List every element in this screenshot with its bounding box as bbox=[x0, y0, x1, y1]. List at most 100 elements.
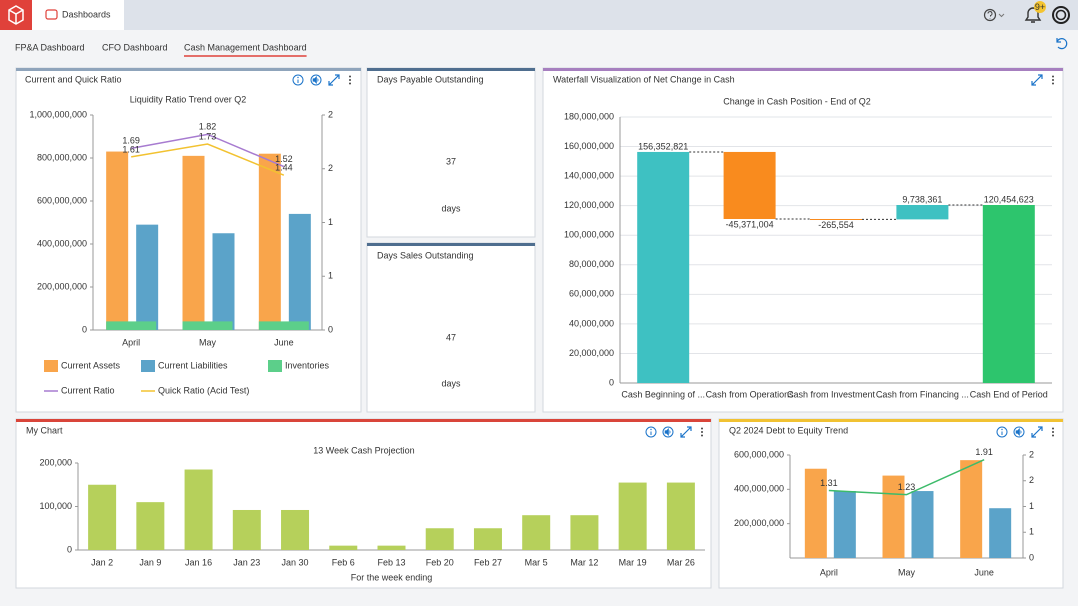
widget-info-icon[interactable] bbox=[645, 426, 657, 438]
data-label: 1.82 bbox=[199, 122, 217, 132]
notification-bell[interactable] bbox=[1024, 7, 1042, 23]
notification-badge bbox=[1034, 1, 1046, 13]
widget-info-icon[interactable] bbox=[292, 74, 304, 86]
app-tab[interactable] bbox=[32, 0, 124, 30]
y2-tick-label: 1 bbox=[1029, 501, 1034, 511]
y-tick-label: 800,000,000 bbox=[37, 152, 87, 162]
icon-shape bbox=[310, 74, 322, 86]
help-icon[interactable] bbox=[983, 8, 997, 22]
widget-menu-icon[interactable] bbox=[701, 427, 703, 437]
icon-shape bbox=[349, 75, 351, 78]
widget-expand-icon[interactable] bbox=[1031, 426, 1043, 438]
x-tick-label: Feb 27 bbox=[474, 557, 502, 567]
y-tick-label: 0 bbox=[67, 544, 72, 554]
refresh-icon[interactable] bbox=[1056, 38, 1068, 50]
widget-expand-icon[interactable] bbox=[1031, 74, 1043, 86]
y2-tick-label: 2 bbox=[328, 109, 333, 119]
widget-expand-icon[interactable] bbox=[680, 426, 692, 438]
line-series bbox=[131, 143, 285, 176]
widget-title: Current and Quick Ratio bbox=[25, 74, 122, 84]
data-label: 1.31 bbox=[820, 478, 838, 488]
widget-panel bbox=[15, 418, 712, 589]
data-label: 1.52 bbox=[275, 154, 293, 164]
data-label: -45,371,004 bbox=[726, 219, 774, 229]
x-tick-label: Feb 13 bbox=[377, 557, 405, 567]
bar bbox=[989, 508, 1012, 558]
x-tick-label: April bbox=[820, 567, 838, 577]
bar bbox=[522, 515, 551, 550]
chart-title: Change in Cash Position - End of Q2 bbox=[723, 96, 871, 106]
data-label: 9,738,361 bbox=[902, 194, 942, 204]
icon-shape bbox=[1052, 427, 1054, 430]
bar bbox=[182, 321, 233, 330]
widget-audio-icon[interactable] bbox=[662, 426, 674, 438]
waterfall-bar bbox=[982, 204, 1035, 383]
line-series bbox=[131, 133, 285, 168]
y2-tick-label: 0 bbox=[1029, 552, 1034, 562]
legend-label: Current Assets bbox=[61, 360, 121, 370]
x-tick-label: Cash from Operations bbox=[706, 389, 795, 399]
widget-accent bbox=[543, 68, 1063, 71]
widget-accent bbox=[367, 68, 535, 71]
help-glyph bbox=[987, 11, 993, 19]
icon-shape bbox=[1052, 75, 1054, 78]
widget-title: Days Payable Outstanding bbox=[377, 74, 484, 84]
dashboard-tab[interactable]: CFO Dashboard bbox=[102, 42, 168, 52]
widget-accent bbox=[367, 243, 535, 246]
x-axis-title: For the week ending bbox=[351, 572, 433, 582]
dashboard-tab[interactable]: FP&A Dashboard bbox=[15, 42, 85, 52]
bar bbox=[377, 545, 406, 550]
y2-tick-label: 1 bbox=[1029, 527, 1034, 537]
dashboard-tab[interactable]: Cash Management Dashboard bbox=[184, 42, 307, 52]
widget-audio-icon[interactable] bbox=[1013, 426, 1025, 438]
y-tick-label: 160,000,000 bbox=[564, 141, 614, 151]
logo-glyph bbox=[8, 5, 24, 25]
legend-label: Current Liabilities bbox=[158, 360, 228, 370]
y2-tick-label: 1 bbox=[328, 271, 333, 281]
y-tick-label: 100,000,000 bbox=[564, 230, 614, 240]
widget-accent bbox=[16, 419, 711, 422]
data-label: 1.61 bbox=[122, 144, 140, 154]
chart-title: 13 Week Cash Projection bbox=[313, 445, 414, 455]
data-label: 1.23 bbox=[898, 482, 916, 492]
widget-info-icon[interactable] bbox=[996, 426, 1008, 438]
legend-label: Quick Ratio (Acid Test) bbox=[158, 385, 249, 395]
widget-expand-icon[interactable] bbox=[328, 74, 340, 86]
x-tick-label: Feb 6 bbox=[332, 557, 355, 567]
widget-panel bbox=[366, 67, 536, 238]
y-tick-label: 600,000,000 bbox=[734, 449, 784, 459]
x-tick-label: Jan 9 bbox=[139, 557, 161, 567]
user-avatar[interactable] bbox=[1052, 6, 1070, 24]
notification-count: 9+ bbox=[1035, 2, 1045, 12]
line-series bbox=[828, 458, 985, 496]
bar bbox=[833, 491, 856, 558]
widget-accent bbox=[16, 68, 361, 71]
widget-menu-icon[interactable] bbox=[1052, 427, 1054, 437]
y-tick-label: 1,000,000,000 bbox=[29, 109, 87, 119]
kpi-unit: days bbox=[441, 378, 461, 388]
legend-swatch bbox=[141, 360, 155, 372]
chart-title: Liquidity Ratio Trend over Q2 bbox=[130, 94, 247, 104]
bar bbox=[425, 528, 454, 550]
bar bbox=[106, 321, 157, 330]
y-tick-label: 400,000,000 bbox=[734, 484, 784, 494]
bar bbox=[258, 321, 309, 330]
bar bbox=[88, 484, 117, 550]
icon-shape bbox=[292, 74, 304, 86]
x-tick-label: June bbox=[274, 337, 294, 347]
bar bbox=[184, 469, 213, 550]
icon-shape bbox=[1031, 426, 1043, 438]
icon-shape bbox=[645, 426, 657, 438]
icon-shape bbox=[1052, 431, 1054, 433]
bar bbox=[288, 213, 311, 330]
icon-shape bbox=[701, 427, 703, 430]
widget-menu-icon[interactable] bbox=[1052, 75, 1054, 85]
widget-title: Waterfall Visualization of Net Change in… bbox=[553, 74, 735, 84]
y-tick-label: 200,000 bbox=[39, 457, 72, 467]
widget-menu-icon[interactable] bbox=[349, 75, 351, 85]
waterfall-bar bbox=[896, 204, 949, 220]
bar bbox=[960, 460, 983, 558]
legend-label: Current Ratio bbox=[61, 385, 115, 395]
widget-audio-icon[interactable] bbox=[310, 74, 322, 86]
top-bar bbox=[0, 0, 1078, 30]
